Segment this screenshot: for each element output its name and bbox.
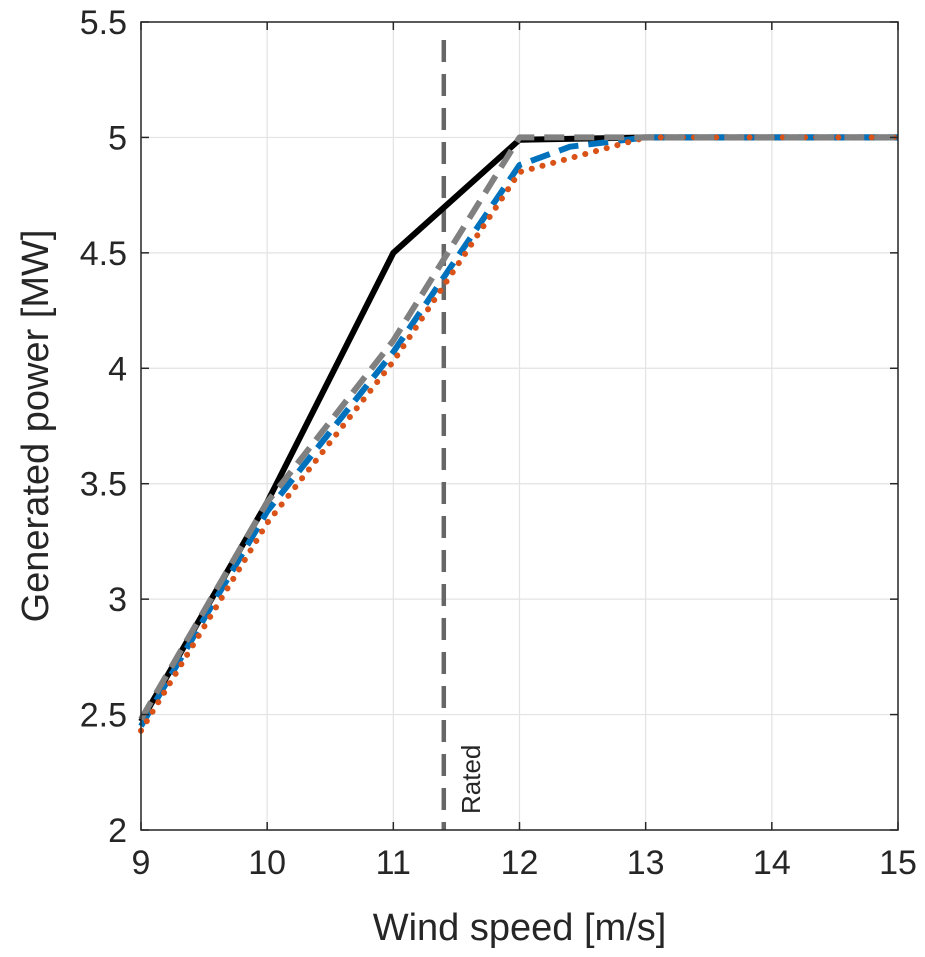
x-tick-label: 15 <box>879 844 917 882</box>
x-tick-label: 10 <box>248 844 286 882</box>
y-axis-label: Generated power [MW] <box>15 230 57 623</box>
x-axis-ticks: 9 10 11 12 13 14 15 <box>132 22 917 882</box>
y-axis-ticks: 2 2.5 3 3.5 4 4.5 5 5.5 <box>80 4 898 850</box>
series-line-4 <box>138 134 898 721</box>
x-tick-label: 13 <box>627 844 665 882</box>
y-tick-label: 5 <box>108 119 127 157</box>
y-tick-label: 4 <box>108 350 127 388</box>
y-tick-label: 2 <box>108 812 127 850</box>
y-tick-label: 5.5 <box>80 4 127 42</box>
rated-label: Rated <box>456 745 486 814</box>
y-tick-label: 2.5 <box>80 697 127 735</box>
y-tick-label: 3.5 <box>80 466 127 504</box>
x-tick-label: 14 <box>753 844 791 882</box>
x-tick-label: 11 <box>376 844 411 882</box>
rated-marker: Rated <box>441 40 486 830</box>
series-group <box>138 134 901 734</box>
x-tick-label: 12 <box>501 844 539 882</box>
x-tick-label: 9 <box>132 844 151 882</box>
y-tick-label: 4.5 <box>80 235 127 273</box>
x-axis-label: Wind speed [m/s] <box>373 907 667 949</box>
y-tick-label: 3 <box>108 581 127 619</box>
